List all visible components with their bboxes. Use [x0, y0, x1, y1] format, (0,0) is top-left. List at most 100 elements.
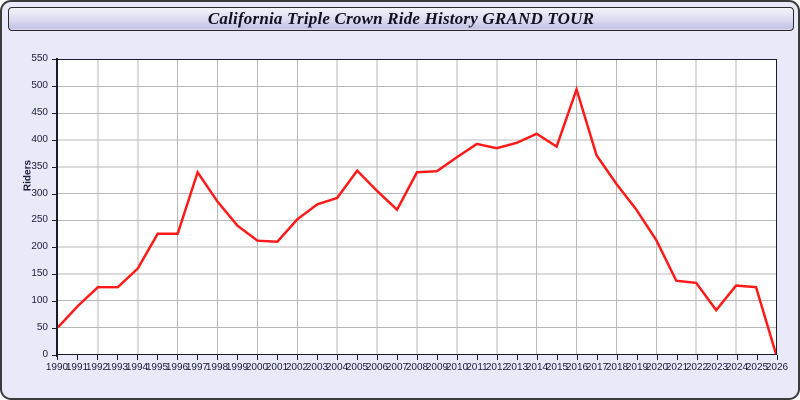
x-tick-label: 2016: [565, 362, 589, 373]
x-tick-label: 1997: [185, 362, 209, 373]
y-tick-label: 100: [31, 295, 48, 307]
x-tick-label: 2022: [685, 362, 709, 373]
x-tick-label: 1995: [145, 362, 169, 373]
x-tick-mark: [377, 355, 378, 360]
x-tick-mark: [617, 355, 618, 360]
y-tick-label: 150: [31, 268, 48, 280]
x-tick-mark: [577, 355, 578, 360]
x-tick-mark: [517, 355, 518, 360]
x-tick-label: 2018: [605, 362, 629, 373]
x-tick-mark: [757, 355, 758, 360]
x-tick-mark: [77, 355, 78, 360]
chart-gridlines: [58, 60, 776, 354]
x-tick-label: 2003: [305, 362, 329, 373]
x-tick-mark: [177, 355, 178, 360]
x-tick-label: 2010: [445, 362, 469, 373]
x-tick-mark: [477, 355, 478, 360]
x-tick-mark: [777, 355, 778, 360]
y-tick-label: 50: [36, 322, 48, 334]
y-tick-mark: [52, 85, 57, 87]
x-tick-label: 2015: [545, 362, 569, 373]
y-tick-mark: [52, 274, 57, 276]
x-tick-mark: [537, 355, 538, 360]
x-tick-label: 2014: [525, 362, 549, 373]
chart-series-riders: [58, 85, 776, 354]
x-tick-mark: [717, 355, 718, 360]
x-tick-mark: [697, 355, 698, 360]
y-tick-label: 550: [31, 53, 48, 64]
x-tick-mark: [57, 355, 58, 360]
x-tick-label: 2007: [385, 362, 409, 373]
x-tick-mark: [457, 355, 458, 360]
x-tick-mark: [317, 355, 318, 360]
y-tick-mark: [52, 247, 57, 249]
y-tick-label: 250: [31, 214, 48, 226]
x-tick-mark: [277, 355, 278, 360]
y-tick-label: 300: [31, 187, 48, 199]
x-tick-label: 2020: [645, 362, 669, 373]
x-tick-mark: [97, 355, 98, 360]
y-tick-mark: [52, 328, 57, 330]
x-tick-label: 2024: [725, 362, 749, 373]
x-tick-label: 1992: [85, 362, 109, 373]
x-tick-label: 1993: [105, 362, 129, 373]
x-tick-mark: [357, 355, 358, 360]
chart-title-bar: California Triple Crown Ride History GRA…: [8, 7, 794, 31]
x-tick-label: 2004: [325, 362, 349, 373]
x-tick-label: 2025: [745, 362, 769, 373]
x-tick-label: 1998: [205, 362, 229, 373]
y-tick-mark: [52, 59, 57, 60]
x-tick-mark: [297, 355, 298, 360]
x-tick-label: 2000: [245, 362, 269, 373]
x-tick-label: 2008: [405, 362, 429, 373]
y-tick-label: 200: [31, 241, 48, 253]
x-tick-mark: [597, 355, 598, 360]
y-tick-label: 400: [31, 133, 48, 145]
y-tick-label: 500: [31, 79, 48, 91]
y-tick-mark: [52, 193, 57, 195]
x-tick-label: 1996: [165, 362, 189, 373]
x-tick-label: 2002: [285, 362, 309, 373]
x-tick-mark: [557, 355, 558, 360]
y-tick-mark: [52, 355, 57, 356]
x-tick-mark: [737, 355, 738, 360]
y-tick-label: 450: [31, 106, 48, 118]
x-tick-mark: [397, 355, 398, 360]
x-tick-label: 1990: [45, 362, 69, 373]
x-tick-label: 1994: [125, 362, 149, 373]
x-tick-mark: [417, 355, 418, 360]
x-tick-label: 1999: [225, 362, 249, 373]
y-tick-mark: [52, 166, 57, 168]
y-tick-mark: [52, 139, 57, 141]
x-tick-label: 2011: [466, 362, 488, 373]
x-tick-label: 2026: [765, 362, 789, 373]
x-tick-label: 2001: [265, 362, 289, 373]
x-tick-label: 2012: [485, 362, 509, 373]
x-tick-label: 2017: [585, 362, 609, 373]
x-tick-mark: [497, 355, 498, 360]
x-tick-mark: [677, 355, 678, 360]
x-tick-mark: [237, 355, 238, 360]
x-tick-label: 2009: [425, 362, 449, 373]
x-tick-label: 2021: [665, 362, 689, 373]
x-tick-mark: [257, 355, 258, 360]
y-axis-title: Riders: [22, 159, 34, 192]
x-tick-mark: [197, 355, 198, 360]
plot-area: [57, 59, 777, 355]
x-tick-mark: [137, 355, 138, 360]
y-tick-mark: [52, 112, 57, 114]
y-tick-mark: [52, 301, 57, 303]
y-tick-label: 350: [31, 160, 48, 172]
page-title: California Triple Crown Ride History GRA…: [207, 9, 595, 28]
x-tick-mark: [157, 355, 158, 360]
x-tick-label: 1991: [65, 362, 89, 373]
x-tick-mark: [437, 355, 438, 360]
x-tick-mark: [657, 355, 658, 360]
x-tick-label: 2006: [365, 362, 389, 373]
x-tick-label: 2023: [705, 362, 729, 373]
x-tick-mark: [637, 355, 638, 360]
x-tick-label: 2013: [505, 362, 529, 373]
x-tick-label: 2005: [345, 362, 369, 373]
x-tick-mark: [117, 355, 118, 360]
